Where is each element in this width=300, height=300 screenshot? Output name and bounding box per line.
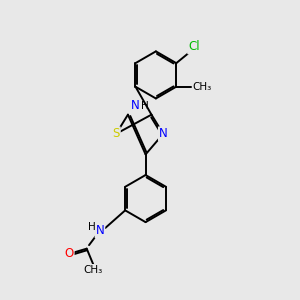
Text: CH₃: CH₃	[83, 265, 102, 275]
Text: S: S	[112, 127, 120, 140]
Text: N: N	[131, 99, 140, 112]
Text: H: H	[141, 101, 148, 111]
Text: N: N	[159, 127, 168, 140]
Text: CH₃: CH₃	[193, 82, 212, 92]
Text: Cl: Cl	[188, 40, 200, 53]
Text: N: N	[96, 224, 104, 238]
Text: O: O	[64, 247, 74, 260]
Text: H: H	[88, 222, 96, 232]
